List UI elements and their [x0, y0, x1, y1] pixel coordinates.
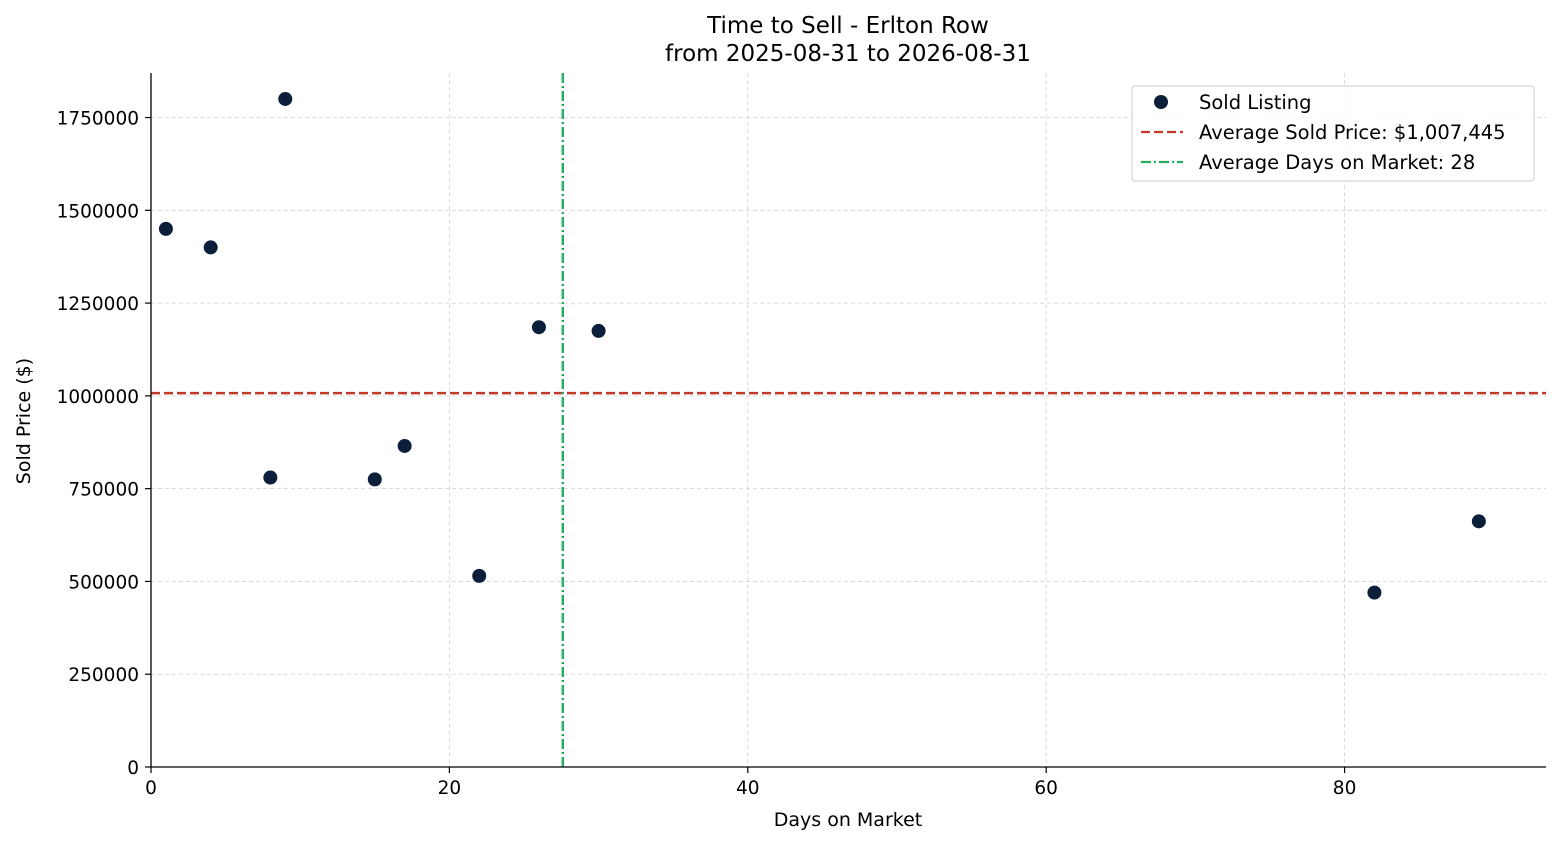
x-axis-ticks: 0 20 40 60 80 — [145, 767, 1356, 799]
x-tick-label: 40 — [736, 778, 760, 799]
x-tick-label: 80 — [1333, 778, 1357, 799]
chart-title: Time to Sell - Erlton Row — [706, 13, 989, 39]
x-tick-label: 20 — [438, 778, 462, 799]
legend-label-average-price: Average Sold Price: $1,007,445 — [1199, 121, 1506, 144]
y-tick-label: 0 — [127, 758, 139, 779]
legend-marker-sold-listing — [1154, 95, 1168, 109]
axes — [150, 73, 1546, 768]
legend: Sold Listing Average Sold Price: $1,007,… — [1131, 85, 1535, 182]
y-tick-label: 750000 — [68, 480, 139, 501]
data-point — [531, 320, 546, 335]
data-point — [472, 568, 487, 583]
reference-lines — [151, 73, 1546, 767]
legend-box — [1131, 85, 1535, 182]
y-tick-label: 1250000 — [57, 294, 139, 315]
x-tick-label: 60 — [1034, 778, 1058, 799]
x-tick-label: 0 — [145, 778, 157, 799]
data-point — [278, 91, 293, 106]
y-tick-label: 1750000 — [57, 109, 139, 130]
data-point — [397, 438, 412, 453]
y-tick-label: 1500000 — [57, 201, 139, 222]
data-point — [1471, 514, 1486, 529]
y-axis-label: Sold Price ($) — [13, 358, 35, 484]
data-point — [203, 240, 218, 255]
y-axis-ticks: 0 250000 500000 750000 1000000 1250000 1500000… — [57, 109, 151, 779]
data-point — [591, 323, 606, 338]
data-point — [1367, 585, 1382, 600]
data-points — [158, 91, 1486, 600]
legend-label-average-days: Average Days on Market: 28 — [1199, 151, 1475, 174]
data-point — [263, 470, 278, 485]
y-tick-label: 250000 — [68, 665, 139, 686]
y-tick-label: 500000 — [68, 572, 139, 593]
x-axis-label: Days on Market — [774, 809, 922, 831]
data-point — [367, 472, 382, 487]
data-point — [158, 221, 173, 236]
legend-label-sold-listing: Sold Listing — [1199, 91, 1312, 114]
y-tick-label: 1000000 — [57, 387, 139, 408]
chart-subtitle: from 2025-08-31 to 2026-08-31 — [665, 41, 1031, 67]
